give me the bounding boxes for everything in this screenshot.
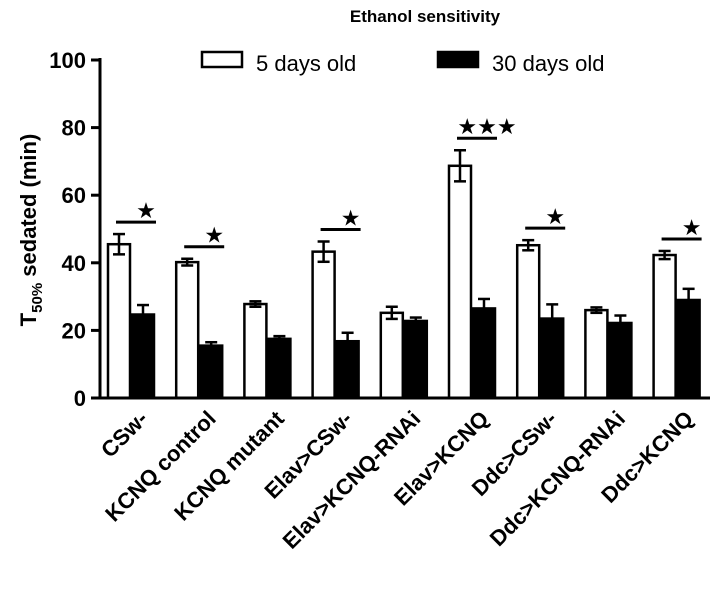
bar-30-days-old xyxy=(335,339,360,400)
significance-stars: ★ xyxy=(341,206,361,231)
bar-5-days-old xyxy=(243,302,268,400)
significance-stars: ★ xyxy=(682,215,702,240)
bar-30-days-old xyxy=(130,313,156,400)
bar-5-days-old xyxy=(652,253,677,400)
y-axis-label-subscript: 50% xyxy=(29,283,46,313)
bars: ★★★★★★★ ★ xyxy=(106,114,702,400)
significance-stars: ★ xyxy=(204,223,224,248)
bar-5-days-old xyxy=(106,242,132,400)
bar-5-days-old xyxy=(311,250,336,400)
bar-30-days-old xyxy=(471,307,497,400)
bar-30-days-old xyxy=(608,321,633,400)
bar-30-days-old xyxy=(267,337,292,400)
y-axis-label: T50% sedated (min) xyxy=(16,134,46,327)
bar-30-days-old xyxy=(676,298,701,400)
significance-stars: ★★★ xyxy=(457,114,516,139)
legend-label-30-days: 30 days old xyxy=(492,51,605,76)
y-tick-label: 60 xyxy=(62,183,86,208)
y-tick-label: 100 xyxy=(49,48,86,73)
significance-stars: ★ xyxy=(136,198,156,223)
legend: 5 days old 30 days old xyxy=(200,50,605,76)
bar-5-days-old xyxy=(584,308,609,400)
y-axis: 0 20 40 60 80 100 xyxy=(49,48,102,411)
x-tick-label: CSw- xyxy=(96,406,153,463)
bar-5-days-old xyxy=(447,164,473,400)
legend-swatch-5-days xyxy=(200,50,244,69)
bar-5-days-old xyxy=(515,243,541,400)
bar-5-days-old xyxy=(174,260,200,400)
bar-5-days-old xyxy=(379,311,405,400)
legend-label-5-days: 5 days old xyxy=(256,51,356,76)
bar-30-days-old xyxy=(198,344,224,400)
y-tick-label: 80 xyxy=(62,116,86,141)
y-tick-label: 20 xyxy=(62,318,86,343)
y-axis-label-rest: sedated (min) xyxy=(16,134,41,283)
y-axis-label-main: T xyxy=(16,312,41,326)
bar-30-days-old xyxy=(539,317,565,400)
chart-title: Ethanol sensitivity xyxy=(350,7,501,26)
significance-stars: ★ xyxy=(545,204,565,229)
y-tick-label: 40 xyxy=(62,251,86,276)
legend-swatch-30-days xyxy=(436,50,480,69)
bar-30-days-old xyxy=(403,319,429,400)
y-tick-label: 0 xyxy=(74,386,86,411)
